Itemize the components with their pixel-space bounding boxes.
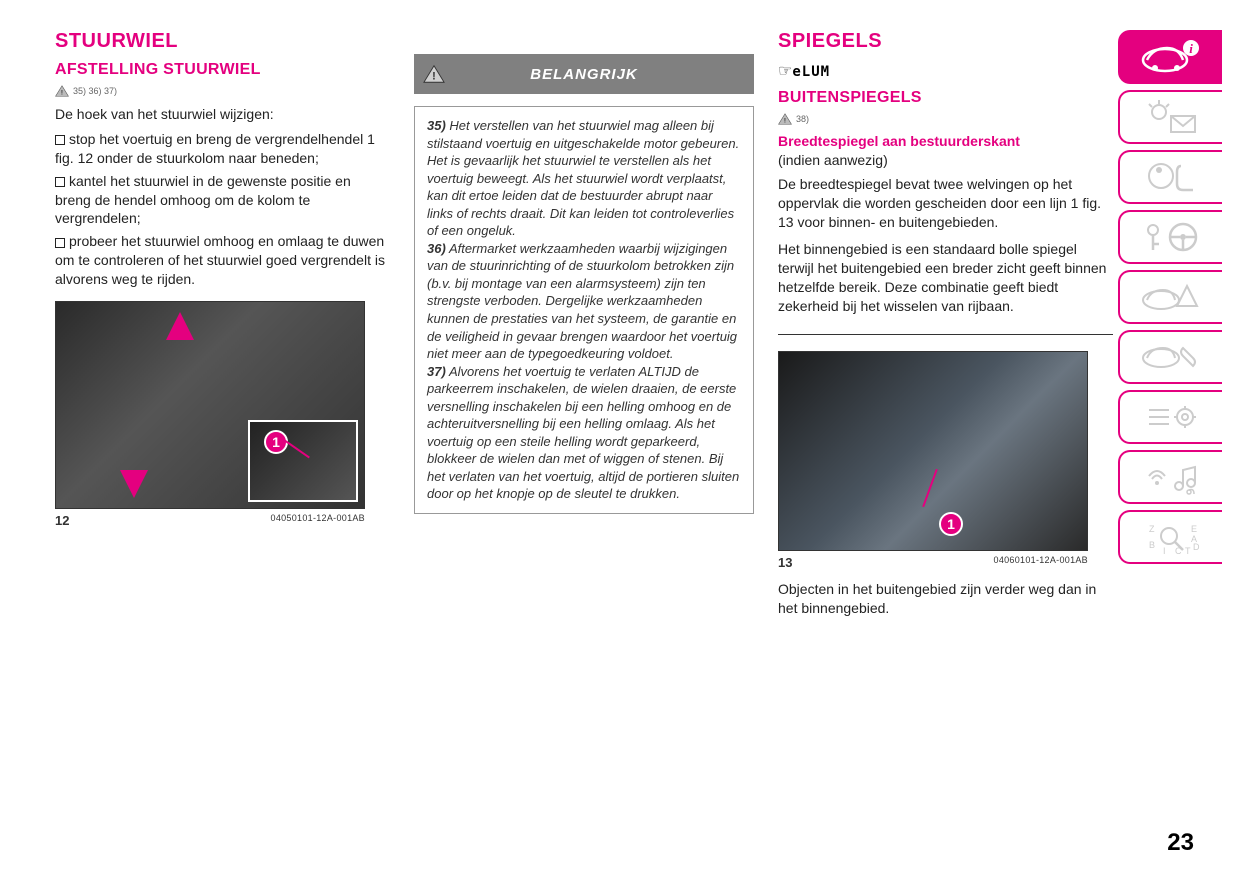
sub-note: (indien aanwezig) — [778, 151, 1113, 170]
svg-text:D: D — [1193, 542, 1200, 552]
sidebar-tab-index[interactable]: Z B I C T E A D — [1118, 510, 1222, 564]
warning-block: 35) Het verstellen van het stuurwiel mag… — [414, 106, 754, 514]
para-3: Objecten in het buitengebied zijn verder… — [778, 580, 1113, 618]
svg-text:I: I — [1163, 546, 1166, 556]
column-stuurwiel: STUURWIEL AFSTELLING STUURWIEL ! 35) 36)… — [55, 30, 390, 855]
key-steering-icon — [1139, 218, 1203, 256]
figure-13-caption: 13 04060101-12A-001AB — [778, 555, 1088, 570]
warning-num-36: 36) — [427, 241, 446, 256]
elum-indicator: ☞eLUM — [778, 61, 1113, 81]
svg-text:!: ! — [784, 118, 786, 125]
bullet-1-text: stop het voertuig en breng de vergrendel… — [55, 131, 375, 166]
bullet-square-icon — [55, 135, 65, 145]
section-sidebar: i — [1118, 30, 1222, 564]
warning-36: 36) Aftermarket werkzaamheden waarbij wi… — [427, 240, 741, 363]
bullet-square-icon — [55, 177, 65, 187]
heading-spiegels: SPIEGELS — [778, 30, 1113, 53]
column-belangrijk: ! BELANGRIJK 35) Het verstellen van het … — [414, 30, 754, 855]
svg-text:i: i — [1189, 41, 1193, 56]
light-envelope-icon — [1139, 98, 1203, 136]
car-wrench-icon — [1139, 338, 1203, 376]
figure-id: 04050101-12A-001AB — [271, 513, 365, 528]
list-gear-icon — [1139, 398, 1203, 436]
figure-13-mirror: 1 — [778, 351, 1088, 551]
wifi-music-icon — [1139, 458, 1203, 496]
svg-text:B: B — [1149, 540, 1155, 550]
index-search-icon: Z B I C T E A D — [1139, 518, 1203, 556]
figure-number: 13 — [778, 555, 792, 570]
svg-text:T: T — [1185, 546, 1191, 556]
sidebar-tab-service[interactable] — [1118, 330, 1222, 384]
bullet-3: probeer het stuurwiel omhoog en omlaag t… — [55, 232, 390, 289]
warning-text-36: Aftermarket werkzaamheden waarbij wijzig… — [427, 241, 737, 361]
bullet-2-text: kantel het stuurwiel in de gewenste posi… — [55, 173, 351, 227]
heading-stuurwiel: STUURWIEL — [55, 30, 390, 53]
car-info-icon: i — [1139, 38, 1203, 76]
warning-triangle-icon: ! — [423, 64, 445, 84]
arrow-down-icon — [120, 470, 148, 498]
warning-refs-text: 35) 36) 37) — [73, 86, 117, 96]
sidebar-tab-media[interactable] — [1118, 450, 1222, 504]
divider — [778, 334, 1113, 335]
warning-triangle-container: ! — [414, 64, 454, 84]
callout-1: 1 — [939, 512, 963, 536]
car-warning-icon — [1139, 278, 1203, 316]
figure-12-inset: 1 — [248, 420, 358, 502]
sidebar-tab-key[interactable] — [1118, 210, 1222, 264]
warning-text-35: Het verstellen van het stuurwiel mag all… — [427, 118, 739, 238]
sidebar-tab-settings[interactable] — [1118, 390, 1222, 444]
warning-refs-text-col3: 38) — [796, 114, 809, 124]
warning-num-35: 35) — [427, 118, 446, 133]
subheading-afstelling: AFSTELLING STUURWIEL — [55, 61, 390, 79]
subheading-buitenspiegels: BUITENSPIEGELS — [778, 89, 1113, 107]
page-number: 23 — [1167, 829, 1194, 857]
svg-text:Z: Z — [1149, 524, 1155, 534]
figure-number: 12 — [55, 513, 69, 528]
warning-35: 35) Het verstellen van het stuurwiel mag… — [427, 117, 741, 240]
elum-text: eLUM — [792, 64, 830, 80]
arrow-up-icon — [166, 312, 194, 340]
heading-breedtespiegel: Breedtespiegel aan bestuurderskant — [778, 133, 1113, 151]
callout-line — [284, 440, 310, 459]
sidebar-tab-dashboard[interactable]: i — [1118, 30, 1222, 84]
important-header-box: ! BELANGRIJK — [414, 54, 754, 94]
svg-text:!: ! — [432, 71, 436, 83]
bullet-1: stop het voertuig en breng de vergrendel… — [55, 130, 390, 168]
column-spiegels: SPIEGELS ☞eLUM BUITENSPIEGELS ! 38) Bree… — [778, 30, 1113, 855]
warning-triangle-icon: ! — [55, 85, 69, 97]
svg-text:E: E — [1191, 524, 1197, 534]
warning-text-37: Alvorens het voertuig te verlaten ALTIJD… — [427, 364, 739, 502]
bullet-3-text: probeer het stuurwiel omhoog en omlaag t… — [55, 233, 385, 287]
para-1: De breedtespiegel bevat twee welvingen o… — [778, 175, 1113, 232]
hand-pointing-icon: ☞ — [778, 61, 792, 81]
warning-refs-col3: ! 38) — [778, 113, 1113, 125]
intro-text: De hoek van het stuurwiel wijzigen: — [55, 105, 390, 124]
warning-num-37: 37) — [427, 364, 446, 379]
warning-37: 37) Alvorens het voertuig te verlaten AL… — [427, 363, 741, 503]
sidebar-tab-hazard[interactable] — [1118, 270, 1222, 324]
figure-12-caption: 12 04050101-12A-001AB — [55, 513, 365, 528]
sidebar-tab-lights[interactable] — [1118, 90, 1222, 144]
callout-line — [922, 468, 938, 506]
bullet-square-icon — [55, 238, 65, 248]
para-2: Het binnengebied is een standaard bolle … — [778, 240, 1113, 316]
figure-12-steering: 1 — [55, 301, 365, 509]
airbag-seat-icon — [1139, 158, 1203, 196]
important-label: BELANGRIJK — [454, 66, 754, 83]
bullet-2: kantel het stuurwiel in de gewenste posi… — [55, 172, 390, 229]
svg-text:!: ! — [61, 90, 63, 97]
sidebar-tab-airbag[interactable] — [1118, 150, 1222, 204]
warning-refs-col1: ! 35) 36) 37) — [55, 85, 390, 97]
warning-triangle-icon: ! — [778, 113, 792, 125]
figure-id: 04060101-12A-001AB — [994, 555, 1088, 570]
